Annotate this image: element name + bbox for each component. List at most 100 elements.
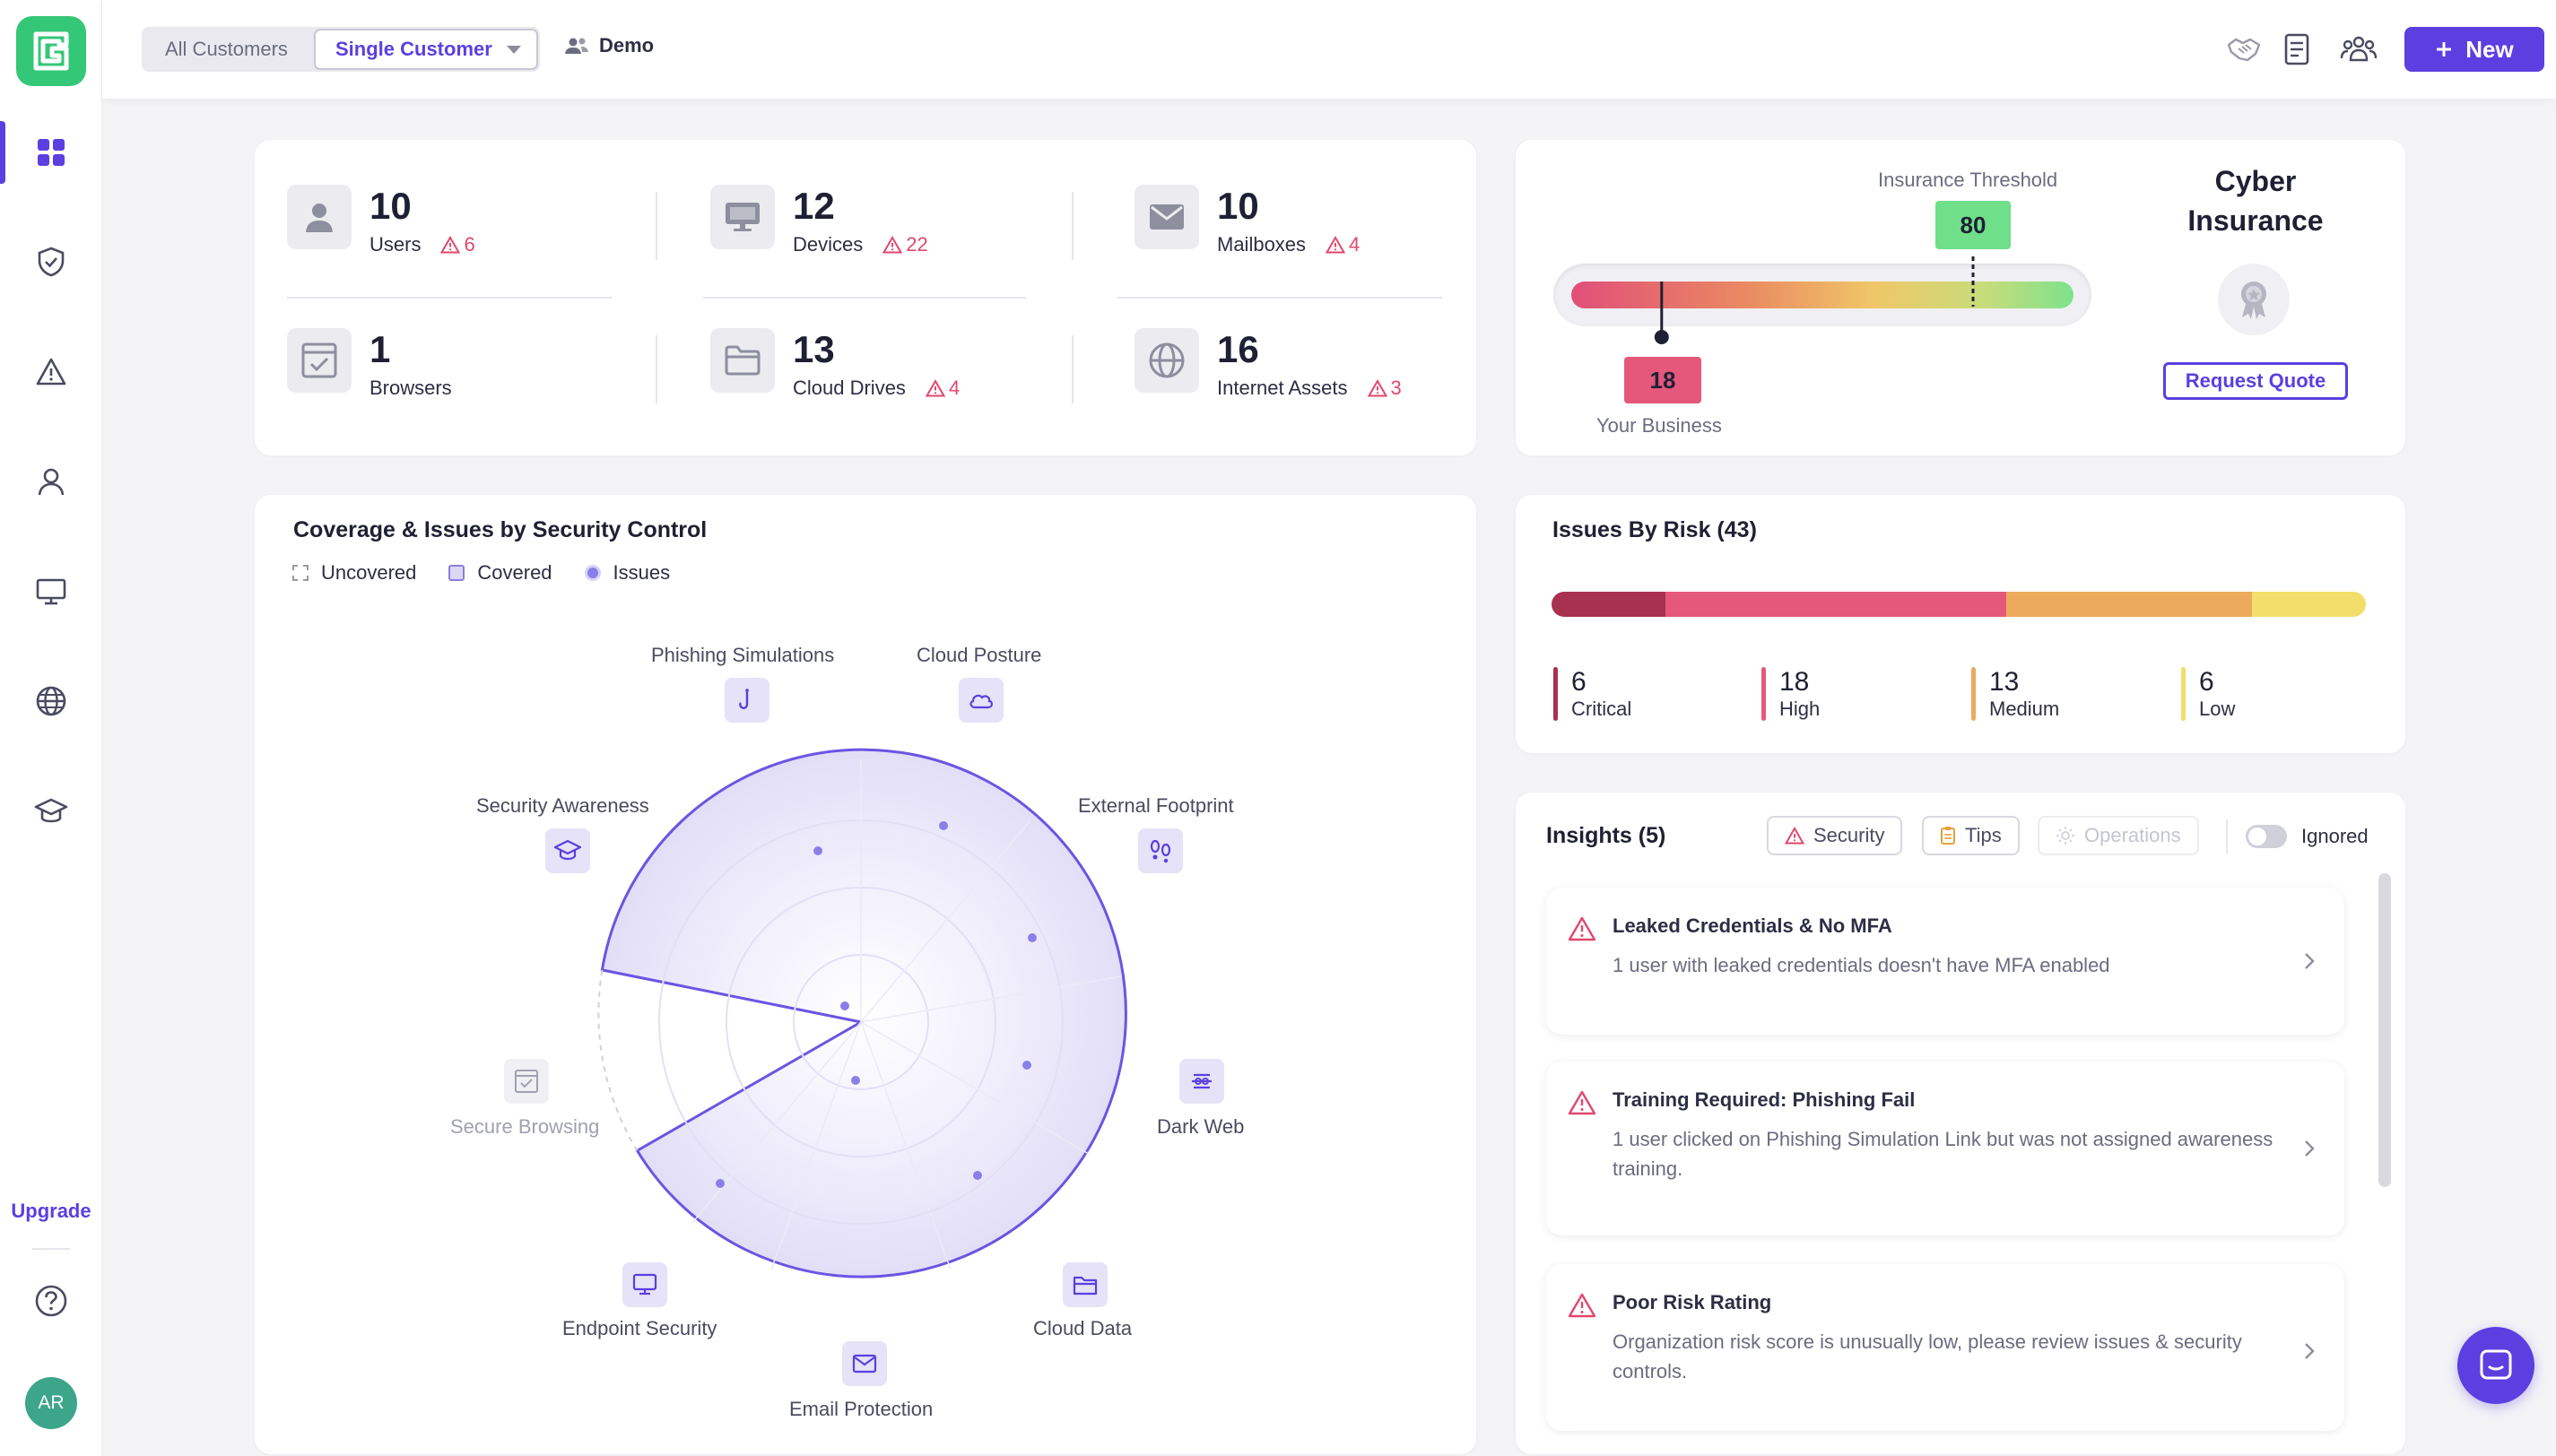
- issues-by-risk-title: Issues By Risk (43): [1552, 517, 1757, 542]
- nav-devices[interactable]: [0, 557, 102, 627]
- divider: [703, 297, 1026, 299]
- nav-issues[interactable]: [0, 337, 102, 407]
- risk-count: 13: [1989, 667, 2020, 697]
- risk-low[interactable]: 6 Low: [2181, 667, 2235, 721]
- uncovered-arc: [597, 969, 639, 1151]
- risk-segment-critical: [1552, 592, 1665, 617]
- divider: [2226, 819, 2228, 854]
- handshake-button[interactable]: [2226, 32, 2262, 71]
- folder-icon[interactable]: [1063, 1262, 1108, 1307]
- nav-users[interactable]: [0, 446, 102, 516]
- asset-issue-badge[interactable]: 6: [440, 233, 475, 256]
- legend-uncovered[interactable]: Uncovered: [292, 561, 416, 585]
- customer-scope-switch: All Customers Single Customer: [142, 27, 540, 72]
- divider: [1117, 297, 1442, 299]
- asset-issue-badge[interactable]: 4: [925, 377, 960, 400]
- org-selector[interactable]: Demo: [563, 34, 654, 57]
- legend-covered[interactable]: Covered: [448, 561, 552, 585]
- asset-label: Internet Assets: [1217, 377, 1348, 399]
- warning-icon: [440, 236, 461, 254]
- footprint-icon[interactable]: [1138, 828, 1183, 873]
- filter-tips[interactable]: Tips: [1922, 816, 2020, 855]
- insight-item[interactable]: Leaked Credentials & No MFA 1 user with …: [1546, 888, 2344, 1035]
- asset-issue-badge[interactable]: 4: [1326, 233, 1360, 256]
- plus-icon: [2437, 42, 2452, 56]
- asset-browsers[interactable]: 1 Browsers: [287, 328, 452, 400]
- issues-swatch: [584, 565, 601, 581]
- risk-medium[interactable]: 13 Medium: [1971, 667, 2059, 721]
- insights-scrollbar[interactable]: [2378, 873, 2391, 1187]
- insight-item[interactable]: Poor Risk Rating Organization risk score…: [1546, 1264, 2344, 1431]
- browser-check-icon[interactable]: [504, 1059, 549, 1104]
- upgrade-link[interactable]: Upgrade: [11, 1200, 91, 1222]
- risk-segment-low: [2252, 592, 2366, 617]
- risk-count: 18: [1779, 667, 1810, 697]
- nav-security[interactable]: [0, 227, 102, 297]
- control-label-uncovered: Secure Browsing: [450, 1115, 600, 1138]
- folder-icon: [710, 328, 775, 393]
- asset-issue-count: 4: [1349, 233, 1361, 256]
- monitor-icon[interactable]: [622, 1262, 667, 1307]
- asset-issue-badge[interactable]: 3: [1367, 377, 1402, 400]
- issues-by-risk-card: [1516, 495, 2405, 753]
- single-customer-label: Single Customer: [335, 38, 492, 60]
- filter-operations[interactable]: Operations: [2038, 816, 2199, 855]
- asset-issue-badge[interactable]: 22: [882, 233, 928, 256]
- chevron-down-icon: [506, 45, 521, 54]
- insight-item[interactable]: Training Required: Phishing Fail 1 user …: [1546, 1062, 2344, 1235]
- asset-users[interactable]: 10 Users 6: [287, 185, 475, 256]
- cloud-icon[interactable]: [959, 678, 1004, 723]
- graduation-cap-icon[interactable]: [545, 828, 590, 873]
- single-customer-dropdown[interactable]: Single Customer: [314, 29, 538, 70]
- clipboard-icon: [1941, 827, 1955, 845]
- asset-mailboxes[interactable]: 10 Mailboxes 4: [1135, 185, 1360, 256]
- legend-issues[interactable]: Issues: [584, 561, 670, 585]
- handshake-icon: [2227, 38, 2261, 62]
- filter-security[interactable]: Security: [1767, 816, 1903, 855]
- asset-devices[interactable]: 12 Devices 22: [710, 185, 928, 256]
- control-label: Cloud Data: [1033, 1317, 1133, 1339]
- team-button[interactable]: [2339, 32, 2378, 71]
- user-avatar[interactable]: AR: [25, 1377, 77, 1429]
- dark-web-icon[interactable]: [1179, 1059, 1224, 1104]
- risk-color-bar: [2181, 667, 2186, 721]
- warning-icon: [1568, 916, 1596, 941]
- risk-label: High: [1779, 698, 1821, 720]
- risk-count: 6: [2199, 667, 2214, 697]
- nav-internet[interactable]: [0, 666, 102, 736]
- reports-button[interactable]: [2282, 32, 2312, 71]
- risk-critical[interactable]: 6 Critical: [1553, 667, 1631, 721]
- asset-cloud-drives[interactable]: 13 Cloud Drives 4: [710, 328, 960, 400]
- request-quote-button[interactable]: Request Quote: [2163, 362, 2348, 400]
- covered-area: [600, 748, 1127, 1278]
- insight-description: 1 user clicked on Phishing Simulation Li…: [1613, 1128, 2273, 1180]
- risk-high[interactable]: 18 High: [1761, 667, 1820, 721]
- app-logo[interactable]: [16, 16, 86, 86]
- your-business-label: Your Business: [1596, 414, 1722, 437]
- nav-help[interactable]: [0, 1266, 102, 1336]
- risk-color-bar: [1971, 667, 1976, 721]
- nav-dashboard[interactable]: [0, 117, 102, 187]
- filter-tips-label: Tips: [1965, 824, 2002, 846]
- gear-icon: [2056, 827, 2074, 845]
- dashboard-icon: [38, 139, 65, 166]
- globe-icon: [36, 686, 66, 716]
- mail-icon[interactable]: [842, 1341, 887, 1386]
- hook-icon[interactable]: [725, 678, 769, 723]
- all-customers-tab[interactable]: All Customers: [165, 38, 288, 60]
- legend-covered-label: Covered: [477, 561, 552, 584]
- asset-label: Browsers: [369, 377, 452, 399]
- divider: [287, 297, 612, 299]
- insurance-threshold-label: Insurance Threshold: [1878, 169, 2058, 191]
- nav-training[interactable]: [0, 776, 102, 846]
- ignored-toggle[interactable]: [2246, 825, 2287, 848]
- chat-button[interactable]: [2457, 1327, 2534, 1404]
- org-name: Demo: [599, 34, 655, 56]
- asset-label: Cloud Drives: [793, 377, 906, 399]
- insight-description: Organization risk score is unusually low…: [1613, 1330, 2242, 1382]
- new-button[interactable]: New: [2404, 27, 2544, 72]
- sidebar-divider: [32, 1248, 70, 1250]
- asset-internet-assets[interactable]: 16 Internet Assets 3: [1135, 328, 1402, 400]
- divider: [1072, 335, 1074, 403]
- monitor-icon: [710, 185, 775, 249]
